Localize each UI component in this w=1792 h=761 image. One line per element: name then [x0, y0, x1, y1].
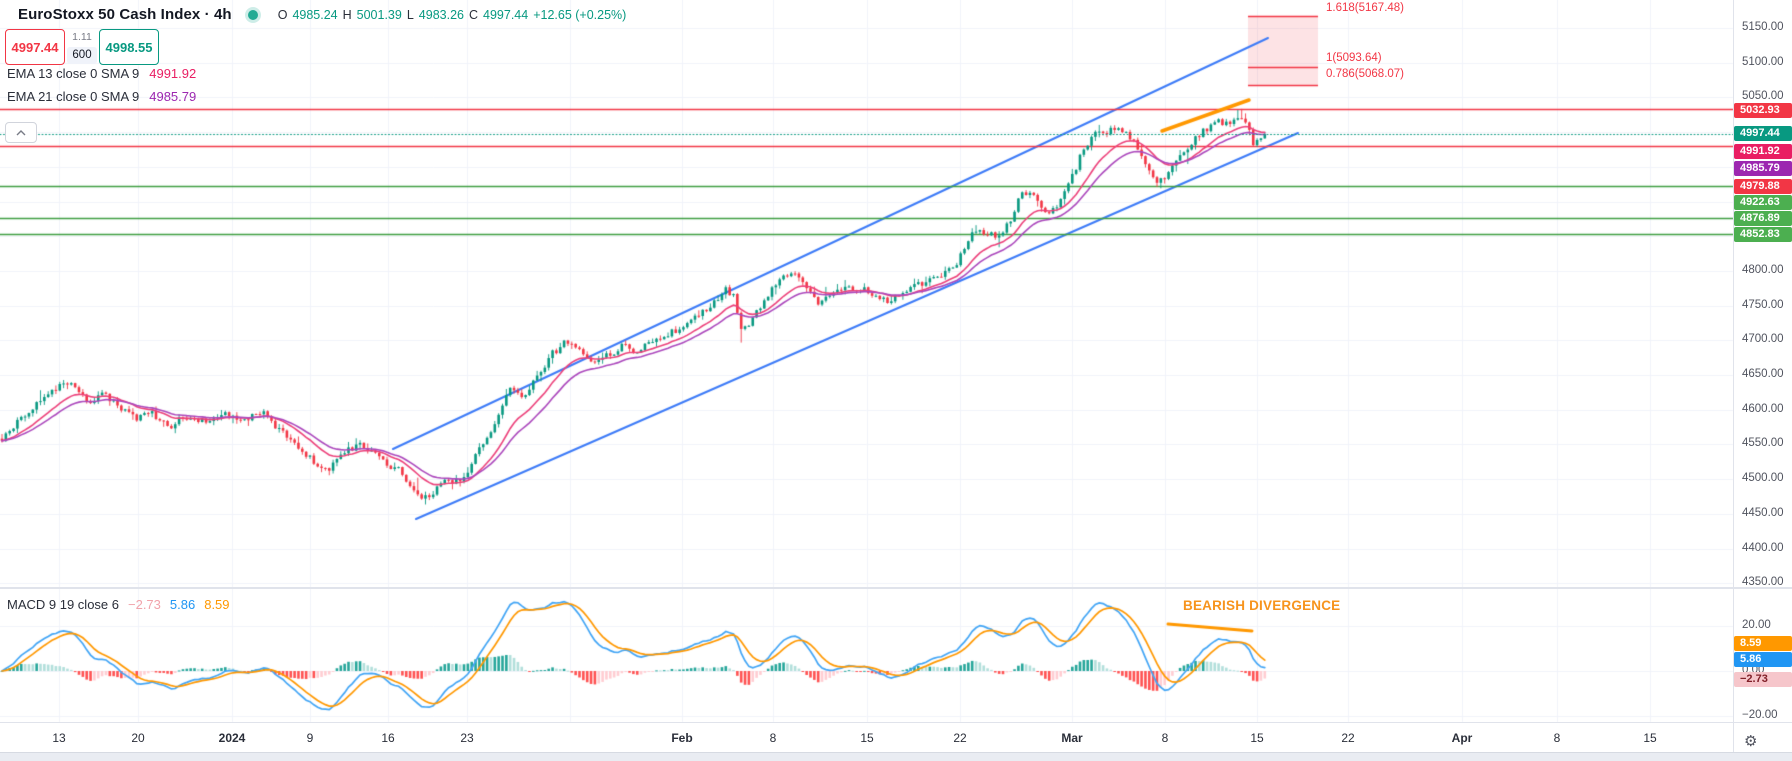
macd-axis-tick: 20.00 — [1742, 619, 1771, 631]
price-axis-badge: 8.59 — [1734, 635, 1792, 651]
sell-button[interactable]: 4997.44 — [5, 29, 65, 65]
time-axis-label: 2024 — [218, 731, 246, 745]
time-axis-label: 22 — [953, 731, 967, 745]
ema21-label: EMA 21 close 0 SMA 9 — [7, 89, 140, 104]
price-axis-tick: 4800.00 — [1742, 263, 1784, 276]
price-axis-tick: 4400.00 — [1742, 541, 1784, 554]
time-axis-label: 20 — [131, 731, 145, 745]
price-axis-tick: 4650.00 — [1742, 368, 1784, 380]
price-axis-badge: 5032.93 — [1734, 102, 1792, 118]
time-axis-label: 15 — [1250, 731, 1264, 745]
macd-legend[interactable]: MACD 9 19 close 6 −2.73 5.86 8.59 — [7, 597, 230, 612]
quantity-field[interactable]: 600 — [67, 47, 97, 64]
close-value: 4997.44 — [483, 7, 529, 22]
price-axis-tick: 4550.00 — [1742, 437, 1784, 450]
collapse-pane-button[interactable] — [5, 122, 37, 143]
time-axis-label: 9 — [306, 731, 314, 745]
time-axis-label: 15 — [1643, 731, 1657, 745]
price-axis-badge: 4991.92 — [1734, 143, 1792, 159]
close-label: C — [468, 7, 479, 22]
pane-separator[interactable] — [0, 587, 1792, 589]
high-label: H — [342, 7, 352, 22]
time-axis-label: Feb — [671, 731, 693, 745]
ema13-label: EMA 13 close 0 SMA 9 — [7, 66, 140, 81]
spread-value: 1.11 — [72, 31, 92, 43]
macd-signal-value: 8.59 — [204, 597, 230, 612]
time-axis-label: Apr — [1451, 731, 1473, 745]
price-axis-tick: 5100.00 — [1742, 55, 1784, 68]
market-status-dot — [247, 9, 258, 20]
symbol-title[interactable]: EuroStoxx 50 Cash Index · 4h — [18, 6, 232, 23]
price-axis-badge: 4852.83 — [1734, 226, 1792, 242]
price-axis-border — [1733, 0, 1734, 752]
open-label: O — [277, 7, 288, 22]
fib-level-1-label: 1(5093.64) — [1326, 52, 1382, 64]
macd-axis-tick: −20.00 — [1742, 709, 1778, 721]
ema21-legend[interactable]: EMA 21 close 0 SMA 9 4985.79 — [7, 89, 196, 104]
low-value: 4983.26 — [418, 7, 464, 22]
price-axis-badge: 4985.79 — [1734, 160, 1792, 176]
price-axis-tick: 5150.00 — [1742, 21, 1784, 33]
price-axis-badge: 4979.88 — [1734, 178, 1792, 194]
price-axis-badge: 5.86 — [1734, 651, 1792, 667]
time-axis-label: 23 — [460, 731, 474, 745]
price-axis-tick: 5050.00 — [1742, 90, 1784, 103]
price-axis-badge: −2.73 — [1734, 671, 1792, 687]
time-axis-label: 8 — [769, 731, 777, 745]
price-axis-tick: 4450.00 — [1742, 506, 1784, 519]
fib-level-1618-label: 1.618(5167.48) — [1326, 2, 1405, 14]
low-label: L — [406, 7, 414, 22]
time-axis-label: Mar — [1061, 731, 1083, 745]
time-axis-label: 22 — [1341, 731, 1355, 745]
time-axis-label: 8 — [1161, 731, 1169, 745]
price-axis-tick: 4600.00 — [1742, 402, 1784, 415]
axis-settings-gear-icon[interactable]: ⚙ — [1744, 733, 1758, 750]
price-axis-tick: 4700.00 — [1742, 333, 1784, 346]
price-axis-tick: 4350.00 — [1742, 576, 1784, 589]
macd-hist-value: −2.73 — [128, 597, 161, 612]
price-axis-badge: 4997.44 — [1734, 125, 1792, 141]
open-value: 4985.24 — [292, 7, 338, 22]
window-bottom-edge — [0, 752, 1792, 761]
ema13-value: 4991.92 — [149, 66, 197, 81]
price-axis-badge: 4876.89 — [1734, 210, 1792, 226]
bearish-divergence-label: BEARISH DIVERGENCE — [1183, 598, 1341, 613]
time-axis-label: 16 — [381, 731, 395, 745]
price-axis-tick: 4750.00 — [1742, 298, 1784, 311]
time-axis-label: 8 — [1553, 731, 1561, 745]
symbol-header: EuroStoxx 50 Cash Index · 4h O 4985.24 H… — [18, 6, 626, 23]
buy-button[interactable]: 4998.55 — [99, 29, 159, 65]
ohlc-readout: O 4985.24 H 5001.39 L 4983.26 C 4997.44 … — [278, 8, 627, 22]
chevron-up-icon — [16, 129, 26, 135]
macd-label: MACD 9 19 close 6 — [7, 597, 119, 612]
fib-level-0786-label: 0.786(5068.07) — [1326, 68, 1405, 80]
change-value: +12.65 (+0.25%) — [533, 7, 627, 22]
time-axis-label: 13 — [52, 731, 66, 745]
trade-panel: 4997.44 1.11 600 4998.55 — [5, 29, 159, 65]
macd-line-value: 5.86 — [169, 597, 196, 612]
time-axis-label: 15 — [860, 731, 874, 745]
price-axis-tick: 4500.00 — [1742, 472, 1784, 485]
price-axis-badge: 4922.63 — [1734, 194, 1792, 210]
ema21-value: 4985.79 — [149, 89, 197, 104]
high-value: 5001.39 — [356, 7, 402, 22]
ema13-legend[interactable]: EMA 13 close 0 SMA 9 4991.92 — [7, 66, 196, 81]
time-axis-separator — [0, 722, 1792, 723]
